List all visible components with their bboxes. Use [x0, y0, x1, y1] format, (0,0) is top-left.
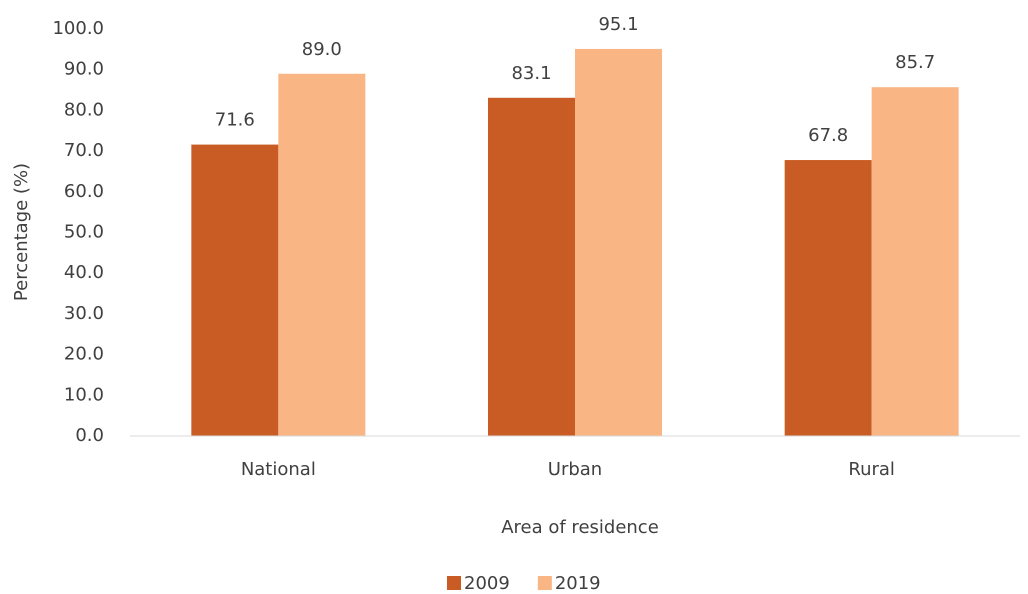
y-axis-title: Percentage (%) — [11, 163, 32, 301]
y-tick-label: 90.0 — [64, 59, 104, 80]
data-label: 89.0 — [302, 39, 342, 60]
data-label: 67.8 — [808, 125, 848, 146]
y-tick-label: 40.0 — [64, 262, 104, 283]
data-label: 83.1 — [511, 63, 551, 84]
y-tick-label: 70.0 — [64, 140, 104, 161]
legend-label: 2019 — [555, 573, 601, 594]
y-tick-label: 30.0 — [64, 303, 104, 324]
x-tick-label: Urban — [548, 459, 602, 480]
y-tick-label: 10.0 — [64, 384, 104, 405]
y-tick-label: 0.0 — [75, 425, 104, 446]
x-axis-title: Area of residence — [501, 517, 659, 538]
y-tick-label: 100.0 — [52, 18, 104, 39]
y-tick-label: 80.0 — [64, 99, 104, 120]
bar — [191, 144, 279, 436]
y-tick-label: 50.0 — [64, 222, 104, 243]
data-label: 85.7 — [895, 52, 935, 73]
bar — [784, 160, 872, 436]
data-label: 71.6 — [215, 110, 255, 131]
legend-label: 2009 — [464, 573, 510, 594]
y-tick-label: 20.0 — [64, 344, 104, 365]
data-label: 95.1 — [598, 14, 638, 35]
legend-swatch — [537, 576, 552, 590]
legend-swatch — [447, 576, 461, 590]
bar — [278, 73, 366, 437]
x-tick-label: Rural — [848, 459, 895, 480]
bar — [575, 48, 662, 437]
y-tick-label: 60.0 — [64, 181, 104, 202]
bar — [488, 97, 575, 437]
x-tick-label: National — [241, 459, 316, 480]
bar — [871, 87, 959, 437]
